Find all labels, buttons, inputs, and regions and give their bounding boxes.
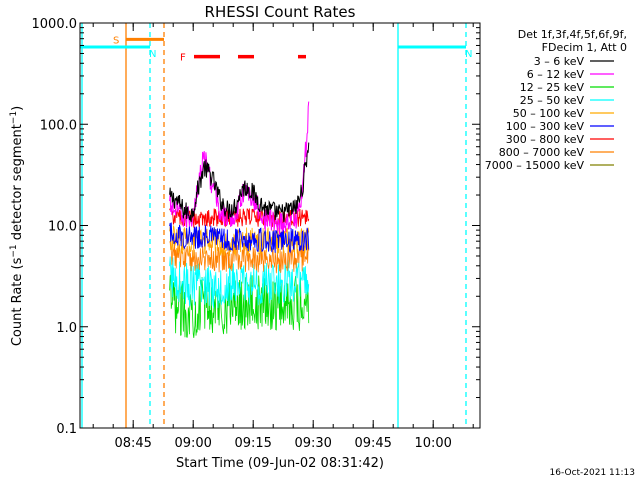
legend-label-3: 25 – 50 keV: [520, 94, 585, 107]
legend-label-5: 100 – 300 keV: [506, 120, 585, 133]
y-tick-label-2: 10.0: [48, 220, 77, 235]
legend-label-8: 7000 – 15000 keV: [485, 159, 585, 172]
y-axis-label: Count Rate (s−1 detector segment−1): [9, 106, 25, 346]
y-axis-label-mid: detector segment: [10, 124, 25, 244]
legend-label-2: 12 – 25 keV: [520, 81, 585, 94]
x-tick-label-4: 09:45: [354, 436, 391, 451]
x-axis: 08:45 09:00 09:15 09:30 09:45 10:00: [92, 23, 474, 451]
y-tick-label-3: 100.0: [40, 118, 77, 133]
flare-label: F: [180, 53, 186, 64]
timestamp: 16-Oct-2021 11:13: [550, 468, 635, 478]
legend-label-4: 50 – 100 keV: [513, 107, 585, 120]
y-axis-label-main: Count Rate (s: [10, 257, 25, 346]
y-tick-label-0: 0.1: [56, 422, 77, 437]
y-axis-label-end: ): [10, 106, 25, 111]
legend: Det 1f,3f,4f,5f,6f,9f, FDecim 1, Att 0 3…: [485, 28, 627, 172]
y-tick-label-4: 1000.0: [32, 17, 78, 32]
flag-label-2: N: [465, 49, 472, 60]
x-tick-label-3: 09:30: [294, 436, 331, 451]
y-tick-label-1: 1.0: [56, 321, 77, 336]
series-line-2: [169, 273, 310, 338]
chart-title: RHESSI Count Rates: [205, 3, 356, 21]
legend-label-7: 800 – 7000 keV: [499, 146, 585, 159]
series-line-5: [169, 222, 310, 254]
y-axis-label-sup1: −1: [9, 244, 19, 257]
x-tick-label-1: 09:00: [174, 436, 211, 451]
flag-label-0: S: [113, 35, 119, 46]
legend-label-1: 6 – 12 keV: [527, 68, 585, 81]
series-line-7: [169, 239, 310, 274]
x-axis-label: Start Time (09-Jun-02 08:31:42): [176, 456, 384, 471]
y-axis: 0.1 1.0 10.0 100.0 1000.0: [32, 17, 480, 437]
series-line-0: [169, 142, 310, 223]
legend-header-line1: Det 1f,3f,4f,5f,6f,9f,: [518, 28, 627, 41]
plot-area: S N N F: [80, 23, 472, 428]
legend-label-6: 300 – 800 keV: [506, 133, 585, 146]
x-tick-label-2: 09:15: [234, 436, 271, 451]
x-tick-label-0: 08:45: [114, 436, 151, 451]
flag-label-1: N: [149, 49, 156, 60]
legend-label-0: 3 – 6 keV: [534, 55, 585, 68]
x-tick-label-5: 10:00: [414, 436, 451, 451]
y-axis-label-sup2: −1: [9, 111, 19, 124]
legend-header-line2: FDecim 1, Att 0: [542, 41, 627, 54]
